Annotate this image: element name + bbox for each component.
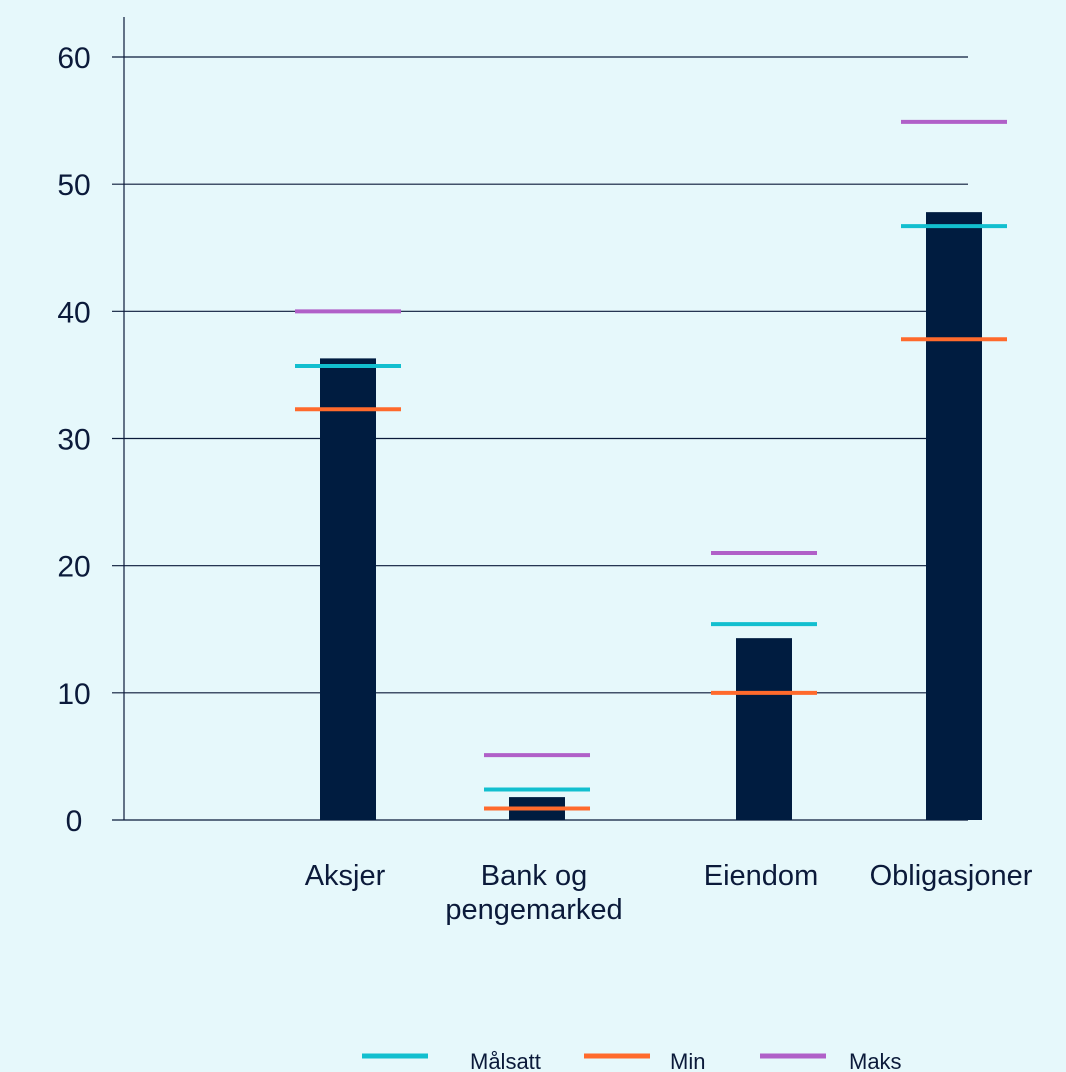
y-tick-label: 40 xyxy=(57,296,90,329)
y-tick-label: 50 xyxy=(57,169,90,202)
markers xyxy=(295,119,1007,811)
x-tick-label: Bank og xyxy=(481,860,587,892)
gridlines xyxy=(112,17,968,821)
x-tick-label: Eiendom xyxy=(704,860,818,892)
y-axis-ticks: 0 10 20 30 40 50 60 xyxy=(57,42,90,838)
x-tick-label: Aksjer xyxy=(305,860,386,892)
bar xyxy=(736,638,792,820)
y-tick-label: 30 xyxy=(57,424,90,457)
y-tick-label: 60 xyxy=(57,42,90,75)
bar xyxy=(320,358,376,820)
x-tick-label: Obligasjoner xyxy=(870,860,1033,892)
legend-label: Min xyxy=(670,1049,705,1072)
y-tick-label: 20 xyxy=(57,551,90,584)
y-tick-label: 0 xyxy=(66,805,83,838)
legend-label: Maks xyxy=(849,1049,902,1072)
y-tick-label: 10 xyxy=(57,678,90,711)
legend-label: Målsatt xyxy=(470,1049,541,1072)
bars xyxy=(320,212,982,821)
bar xyxy=(926,212,982,821)
x-tick-label: pengemarked xyxy=(445,894,622,926)
legend: Målsatt Min Maks xyxy=(362,1049,902,1072)
